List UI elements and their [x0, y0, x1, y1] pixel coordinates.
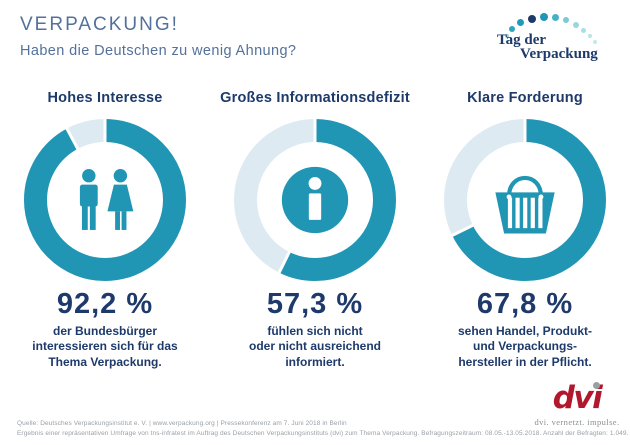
stat-value: 57,3 %: [266, 288, 364, 320]
donut-chart-informationsdefizit: [234, 118, 396, 281]
source-line-2: Ergebnis einer repräsentativen Umfrage v…: [17, 429, 629, 437]
stat-column-informationsdefizit: Großes Informationsdefizit 57,3 % fühlen…: [210, 90, 420, 370]
stat-value: 92,2 %: [56, 288, 154, 320]
donut-chart-interesse: [24, 118, 186, 281]
source-note: Quelle: Deutsches Verpackungsinstitut e.…: [17, 419, 629, 439]
logo-text-line1: Tag der: [497, 32, 547, 48]
desc-line: informiert.: [285, 354, 345, 369]
stat-description: fühlen sich nicht oder nicht ausreichend…: [210, 324, 420, 370]
column-title: Großes Informationsdefizit: [220, 90, 410, 106]
desc-line: interessieren sich für das: [32, 339, 178, 354]
people-icon: [71, 168, 139, 232]
stat-column-forderung: Klare Forderung: [420, 90, 630, 370]
logo-text-line2: Verpackung: [520, 46, 598, 62]
desc-line: und Verpackungs-: [472, 339, 578, 354]
basket-icon: [487, 164, 563, 236]
source-line-1: Quelle: Deutsches Verpackungsinstitut e.…: [17, 420, 347, 427]
tag-der-verpackung-logo: Tag der Verpackung: [492, 10, 627, 65]
desc-line: oder nicht ausreichend: [248, 339, 382, 354]
dvi-logo-text: dvi: [553, 382, 603, 414]
page-title: VERPACKUNG!: [20, 14, 179, 35]
desc-line: der Bundesbürger: [52, 324, 157, 338]
page-subtitle: Haben die Deutschen zu wenig Ahnung?: [20, 43, 297, 59]
stat-description: sehen Handel, Produkt- und Verpackungs- …: [420, 324, 630, 370]
column-title: Hohes Interesse: [47, 90, 163, 106]
donut-chart-forderung: [444, 118, 606, 281]
stat-value: 67,8 %: [476, 288, 574, 320]
info-icon: [279, 164, 351, 236]
desc-line: sehen Handel, Produkt-: [457, 324, 593, 338]
column-title: Klare Forderung: [467, 90, 583, 106]
dvi-logo: dvi dvi. vernetzt. impulse.: [533, 382, 621, 427]
stat-column-interesse: Hohes Interesse: [0, 90, 210, 370]
desc-line: Thema Verpackung.: [48, 354, 162, 369]
desc-line: hersteller in der Pflicht.: [458, 354, 592, 369]
stat-description: der Bundesbürger interessieren sich für …: [0, 324, 210, 370]
dvi-dot-icon: [593, 382, 601, 389]
dvi-tagline: dvi. vernetzt. impulse.: [534, 417, 620, 427]
desc-line: fühlen sich nicht: [267, 324, 363, 338]
stats-section: Hohes Interesse: [0, 90, 630, 370]
